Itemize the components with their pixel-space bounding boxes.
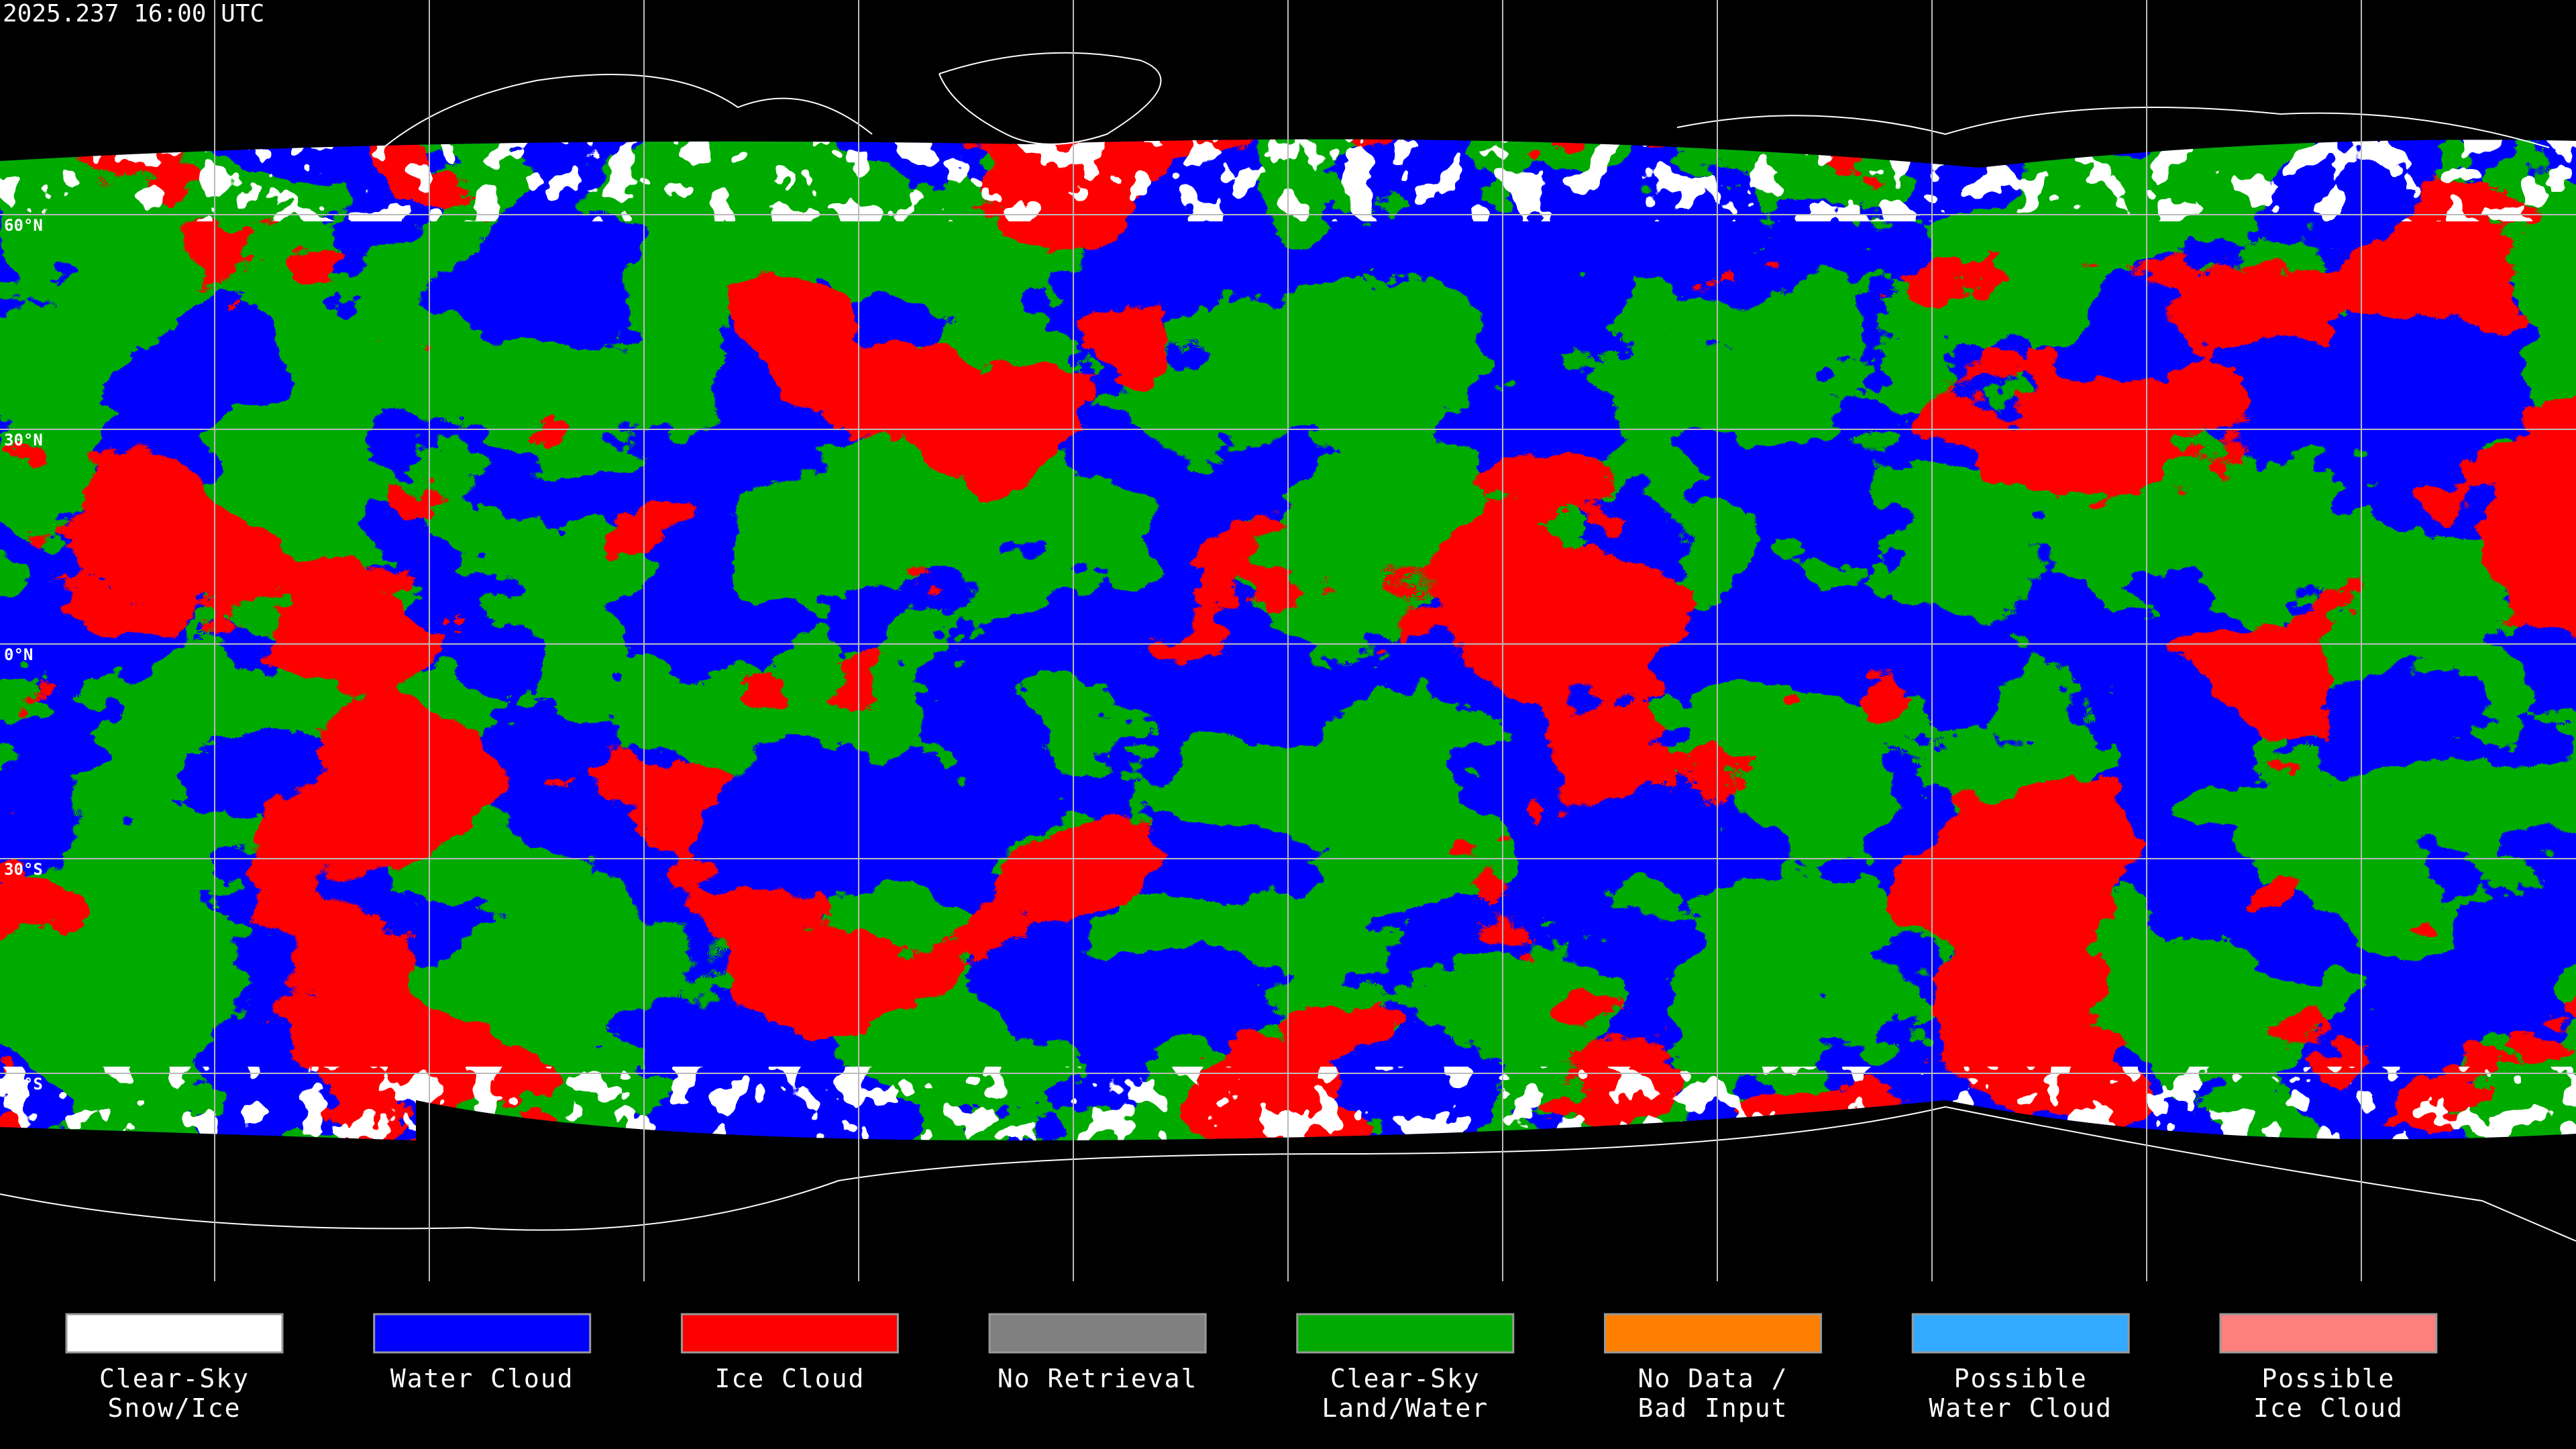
latitude-label: 0°N [4,645,33,664]
legend-label: Bad Input [1638,1393,1788,1423]
legend-label: Land/Water [1322,1393,1489,1423]
latitude-label: 30°S [4,860,43,879]
latitude-label: 60°S [4,1075,43,1093]
legend-label: Snow/Ice [107,1393,241,1423]
timestamp: 2025.237 16:00 UTC [3,0,264,28]
legend-swatch [680,1313,899,1354]
legend-item: Ice Cloud [680,1313,899,1393]
legend-swatch [1296,1313,1515,1354]
legend-label: Water Cloud [390,1364,574,1393]
legend-swatch [2219,1313,2438,1354]
legend-label: Clear-Sky [1330,1364,1481,1393]
legend-swatch [373,1313,592,1354]
legend-panel [0,1288,2576,1449]
legend-label: Clear-Sky [99,1364,250,1393]
legend-swatch [1604,1313,1822,1354]
legend-label: Ice Cloud [2253,1393,2404,1423]
coastlines [0,52,2576,1242]
legend-swatch [1911,1313,2130,1354]
legend-label: No Retrieval [998,1364,1198,1393]
legend-swatch [65,1313,284,1354]
latitude-label: 60°N [4,216,43,235]
legend-swatch [988,1313,1207,1354]
legend-label: Possible [1954,1364,2088,1393]
latitude-labels: 60°N 30°N 0°N 30°S 60°S [4,216,43,1093]
legend-item: Water Cloud [373,1313,592,1393]
graticule [0,0,2576,1281]
latitude-label: 30°N [4,431,43,449]
legend-label: Possible [2261,1364,2395,1393]
legend-item: No Data /Bad Input [1604,1313,1822,1423]
legend-label: Water Cloud [1929,1393,2112,1423]
legend-item: No Retrieval [988,1313,1207,1393]
legend-label: Ice Cloud [714,1364,865,1393]
legend-label: No Data / [1638,1364,1788,1393]
